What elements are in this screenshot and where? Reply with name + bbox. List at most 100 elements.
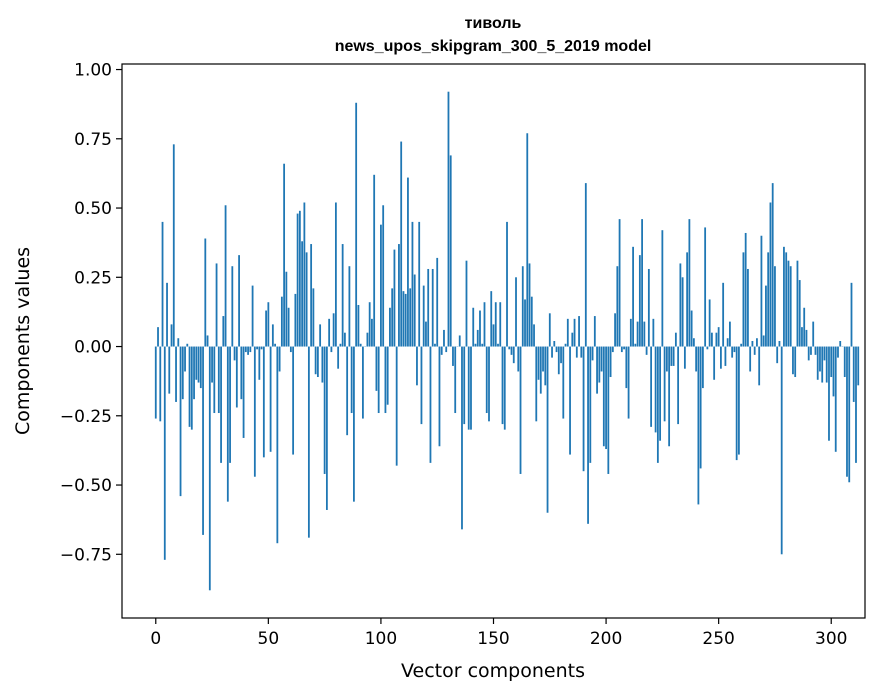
bar-45 [256,346,258,350]
bar-204 [614,313,616,347]
bar-281 [787,260,790,347]
bar-265 [751,341,754,347]
bar-258 [735,346,738,461]
x-tick-label: 50 [258,629,280,649]
bar-293 [814,346,817,355]
bar-1 [157,327,159,347]
bar-290 [807,346,810,361]
bar-205 [616,266,619,347]
bar-139 [467,346,470,430]
bar-243 [701,346,704,389]
bar-156 [506,221,508,347]
bar-206 [618,219,621,347]
bar-56 [280,296,283,347]
bar-259 [738,346,740,455]
bar-266 [753,346,756,355]
bar-285 [796,260,799,347]
y-axis-ticks: −0.75 −0.50 −0.25 0.00 0.25 0.50 0.75 1.00 [60,61,122,565]
bar-79 [332,313,335,347]
bar-59 [287,307,290,347]
bar-63 [296,213,299,347]
bar-75 [323,346,326,474]
bar-261 [742,252,745,347]
bar-57 [283,163,286,347]
bar-216 [641,219,643,347]
bar-116 [416,346,418,386]
bar-300 [830,346,833,378]
bar-267 [756,338,758,347]
bar-158 [510,346,513,355]
bar-217 [643,321,646,347]
bar-176 [551,346,553,358]
bar-278 [780,346,783,555]
bar-5 [166,282,168,347]
bar-30 [222,316,225,347]
bar-172 [542,346,544,372]
bar-291 [810,346,812,355]
x-tick-label: 0 [150,629,161,649]
bar-123 [431,268,434,347]
bar-221 [652,318,655,347]
bar-33 [229,346,231,463]
bar-298 [825,346,828,383]
bar-181 [562,346,565,419]
bar-286 [798,280,801,347]
bar-50 [267,302,270,347]
bar-2 [159,346,162,422]
bar-296 [821,346,824,383]
bar-60 [289,346,292,353]
bar-312 [857,346,860,386]
y-tick-label: 0.75 [74,130,112,150]
bar-211 [629,318,632,347]
bar-228 [668,346,671,447]
bar-124 [434,343,436,347]
bar-111 [404,293,407,347]
bar-275 [774,266,776,347]
bar-135 [458,335,461,347]
bar-126 [438,346,441,447]
plot-frame [121,63,866,619]
bar-105 [391,288,394,347]
y-tick-label: −0.50 [60,476,112,496]
y-tick-label: 0.00 [74,338,112,358]
bar-303 [837,346,839,358]
bar-203 [611,346,614,353]
bar-188 [578,316,580,347]
bar-230 [672,346,675,366]
bar-213 [634,343,637,347]
bar-41 [247,346,249,355]
bar-88 [353,346,355,502]
bar-144 [479,310,481,347]
bar-282 [789,266,792,347]
bar-163 [521,266,524,347]
bar-80 [334,202,337,347]
bar-7 [170,324,173,347]
bar-141 [472,307,475,347]
bar-241 [697,346,700,505]
bar-6 [168,346,171,394]
bar-91 [359,343,362,347]
bar-17 [193,346,195,400]
bar-301 [832,346,835,397]
bar-161 [517,346,520,372]
bar-173 [544,346,547,386]
bar-10 [177,338,180,347]
x-axis-ticks: 0 50 100 150 200 250 300 [150,618,847,649]
bar-121 [427,268,430,347]
bar-302 [834,346,837,452]
bar-165 [526,133,529,347]
bar-48 [262,346,265,458]
bar-138 [465,260,468,347]
bar-234 [681,277,684,347]
bar-210 [627,346,630,419]
bar-32 [226,346,229,502]
bar-77 [328,318,331,347]
bar-198 [600,346,603,372]
bar-269 [760,235,763,347]
bar-64 [298,210,301,347]
bar-106 [393,249,396,347]
bar-103 [386,346,389,405]
bar-268 [758,346,761,386]
bar-160 [515,277,517,347]
